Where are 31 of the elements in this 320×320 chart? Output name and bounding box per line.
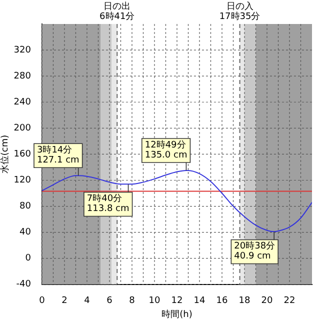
y-tick-label: 160 [14,150,32,160]
y-tick-label: 40 [20,228,32,238]
y-tick-label: 0 [25,254,32,264]
x-tick-label: 12 [171,296,183,306]
x-tick-label: 18 [238,296,250,306]
x-tick-label: 20 [261,296,273,306]
y-tick-label: 120 [14,176,32,186]
x-tick-label: 6 [106,296,113,306]
x-tick-label: 10 [148,296,160,306]
y-tick-label: 240 [14,97,32,108]
ref-line-label: 日の出 6時41分 [100,0,135,22]
y-tick-label: 280 [14,71,32,82]
x-tick-label: 0 [39,296,46,306]
x-tick-label: 22 [284,296,296,306]
x-tick-label: 16 [216,296,228,306]
y-tick-label: 320 [14,45,32,56]
x-tick-label: 8 [129,296,136,306]
y-tick-label: 80 [20,202,32,212]
ref-line-label: 日の入 17時35分 [219,0,260,22]
annotation: 7時40分 113.8 cm [86,193,130,214]
line-series [42,170,312,232]
annotation: 20時38分 40.9 cm [234,240,276,262]
annotation: 12時49分 135.0 cm [144,139,188,160]
x-tick-label: 14 [194,296,206,306]
x-tick-label: 4 [84,296,90,306]
annotation: 3時14分 127.1 cm [36,144,80,166]
y-tick-label: -40 [16,280,32,290]
y-axis-title: 水位(cm) [0,134,11,174]
y-tick-label: 200 [14,124,32,134]
x-axis-title: 時間(h) [162,308,192,320]
x-tick-label: 2 [62,296,68,306]
